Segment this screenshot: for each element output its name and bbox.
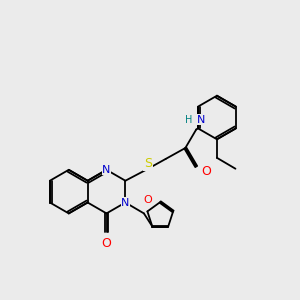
Text: H: H: [184, 115, 192, 124]
Text: O: O: [143, 194, 152, 205]
Text: N: N: [121, 197, 130, 208]
Text: O: O: [201, 165, 211, 178]
Text: N: N: [102, 165, 111, 175]
Text: O: O: [102, 237, 111, 250]
Text: N: N: [197, 115, 206, 124]
Text: S: S: [144, 158, 152, 170]
